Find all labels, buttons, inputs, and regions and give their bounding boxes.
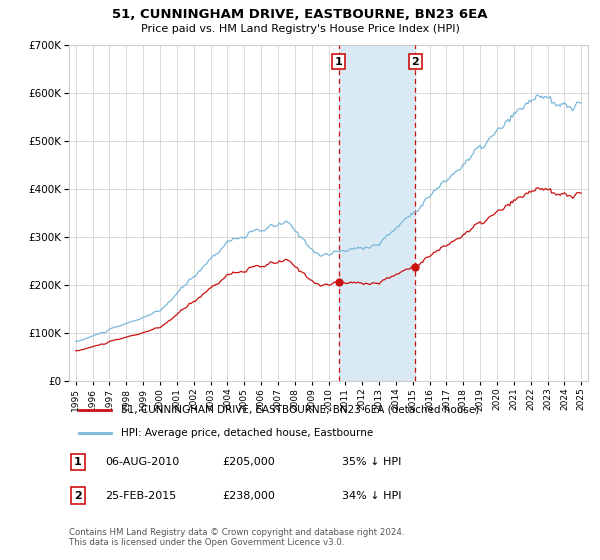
Text: £238,000: £238,000 bbox=[222, 491, 275, 501]
Bar bbox=[338, 45, 415, 381]
Text: 25-FEB-2015: 25-FEB-2015 bbox=[105, 491, 176, 501]
Text: £205,000: £205,000 bbox=[222, 457, 275, 467]
Text: 34% ↓ HPI: 34% ↓ HPI bbox=[342, 491, 401, 501]
Text: Price paid vs. HM Land Registry's House Price Index (HPI): Price paid vs. HM Land Registry's House … bbox=[140, 24, 460, 34]
Text: 2: 2 bbox=[412, 57, 419, 67]
Text: 51, CUNNINGHAM DRIVE, EASTBOURNE, BN23 6EA: 51, CUNNINGHAM DRIVE, EASTBOURNE, BN23 6… bbox=[112, 8, 488, 21]
Text: 1: 1 bbox=[335, 57, 343, 67]
Text: 1: 1 bbox=[74, 457, 82, 467]
Text: 35% ↓ HPI: 35% ↓ HPI bbox=[342, 457, 401, 467]
Text: HPI: Average price, detached house, Eastbourne: HPI: Average price, detached house, East… bbox=[121, 428, 373, 438]
Text: Contains HM Land Registry data © Crown copyright and database right 2024.
This d: Contains HM Land Registry data © Crown c… bbox=[69, 528, 404, 547]
Text: 06-AUG-2010: 06-AUG-2010 bbox=[105, 457, 179, 467]
Text: 51, CUNNINGHAM DRIVE, EASTBOURNE, BN23 6EA (detached house): 51, CUNNINGHAM DRIVE, EASTBOURNE, BN23 6… bbox=[121, 405, 479, 415]
Text: 2: 2 bbox=[74, 491, 82, 501]
